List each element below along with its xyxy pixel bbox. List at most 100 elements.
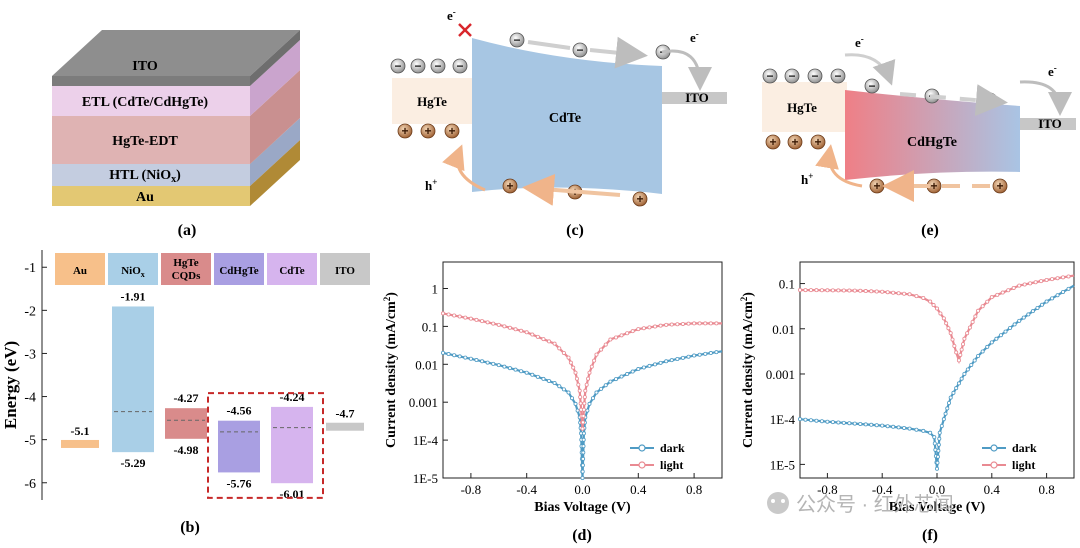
series-point-light <box>581 407 586 412</box>
series-point-light <box>613 335 618 340</box>
electron-2: − <box>430 58 446 74</box>
series-point-light <box>647 325 652 330</box>
series-point-light <box>989 295 994 300</box>
series-point-light <box>641 326 646 331</box>
series-point-dark <box>932 441 937 446</box>
series-point-light <box>980 304 985 309</box>
series-point-dark <box>1061 290 1066 295</box>
series-point-light <box>976 308 981 313</box>
series-point-dark <box>686 354 691 359</box>
series-point-light <box>958 352 963 357</box>
series-point-dark <box>502 364 507 369</box>
series-point-light <box>530 332 535 337</box>
series-point-dark <box>664 359 669 364</box>
y-tick-label: 1E-4 <box>770 412 796 427</box>
x-tick-label: 0.0 <box>574 482 590 497</box>
series-point-light <box>664 322 669 327</box>
x-tick-label: 0.0 <box>929 482 945 497</box>
svg-text:−: − <box>811 69 818 83</box>
series-point-light <box>1028 281 1033 286</box>
series-point-light <box>1033 280 1038 285</box>
series-point-dark <box>547 378 552 383</box>
series-point-light <box>941 316 946 321</box>
level-ITO <box>326 422 364 431</box>
series-point-dark <box>896 425 901 430</box>
series-point-light <box>524 330 529 335</box>
series-point-light <box>636 327 641 332</box>
series-point-light <box>513 327 518 332</box>
series-point-dark <box>921 428 926 433</box>
series-point-dark <box>603 383 608 388</box>
device-stack: ITO ETL (CdTe/CdHgTe) HgTe-EDT HTL (NiOx… <box>52 30 300 206</box>
series-point-light <box>586 376 591 381</box>
layer-label-au: Au <box>136 190 154 205</box>
series-point-light <box>952 343 957 348</box>
series-point-dark <box>803 417 808 422</box>
band-top-label: -4.56 <box>227 404 252 418</box>
series-point-light <box>1066 274 1071 279</box>
series-point-dark <box>902 425 907 430</box>
series-point-light <box>1055 276 1060 281</box>
series-point-light <box>625 331 630 336</box>
series-point-light <box>507 325 512 330</box>
series-point-dark <box>675 357 680 362</box>
series-point-dark <box>798 417 803 422</box>
layer-etl <box>52 40 300 116</box>
panel-label-b: (b) <box>180 519 200 536</box>
series-point-dark <box>959 376 964 381</box>
series-point-light <box>568 360 573 365</box>
header-label: ITO <box>335 265 355 277</box>
series-point-dark <box>457 354 462 359</box>
hole-path-arrow <box>522 173 621 206</box>
series-point-dark <box>935 466 940 471</box>
series-point-light <box>581 414 586 419</box>
series-point-dark <box>566 390 571 395</box>
series-point-light <box>907 292 912 297</box>
series-point-dark <box>468 356 473 361</box>
series-point-dark <box>1035 305 1040 310</box>
series-point-light <box>594 352 599 357</box>
series-point-light <box>1044 277 1049 282</box>
series-point-light <box>535 334 540 339</box>
series-point-dark <box>1044 299 1049 304</box>
series-point-light <box>566 355 571 360</box>
header-label: Au <box>73 265 87 277</box>
series-point-light <box>869 289 874 294</box>
series-point-light <box>902 291 907 296</box>
svg-text:−: − <box>868 79 875 93</box>
svg-text:+: + <box>996 179 1003 193</box>
series-point-light <box>574 376 579 381</box>
series-point-light <box>452 313 457 318</box>
series-point-dark <box>1017 318 1022 323</box>
series-point-dark <box>1012 322 1017 327</box>
electron-1: − <box>410 58 426 74</box>
hole-2: + <box>810 134 826 150</box>
y-tick-label: -1 <box>24 261 36 276</box>
series-point-dark <box>581 444 586 449</box>
layer-label-htl: HTL (NiOx) <box>109 168 181 185</box>
header-cell-0 <box>55 253 105 285</box>
series-point-dark <box>1021 315 1026 320</box>
series-point-dark <box>880 423 885 428</box>
ito-block-e <box>1020 118 1076 130</box>
series-point-dark <box>599 386 604 391</box>
series-point-dark <box>814 418 819 423</box>
series-point-dark <box>874 423 879 428</box>
series-point-light <box>825 288 830 293</box>
series-point-dark <box>830 420 835 425</box>
header-label: CdTe <box>279 265 304 277</box>
panel-label-e: (e) <box>921 222 939 239</box>
series-point-dark <box>581 450 586 455</box>
series-point-light <box>496 322 501 327</box>
y-tick-label: -4 <box>24 391 36 406</box>
band-CdTe <box>271 406 313 484</box>
svg-text:+: + <box>448 124 455 138</box>
series-point-light <box>803 288 808 293</box>
band-top-label: -4.27 <box>174 391 199 405</box>
series-point-dark <box>463 355 468 360</box>
series-point-dark <box>581 456 586 461</box>
series-point-light <box>692 321 697 326</box>
legend-label-dark: dark <box>660 441 685 455</box>
series-point-light <box>973 314 978 319</box>
